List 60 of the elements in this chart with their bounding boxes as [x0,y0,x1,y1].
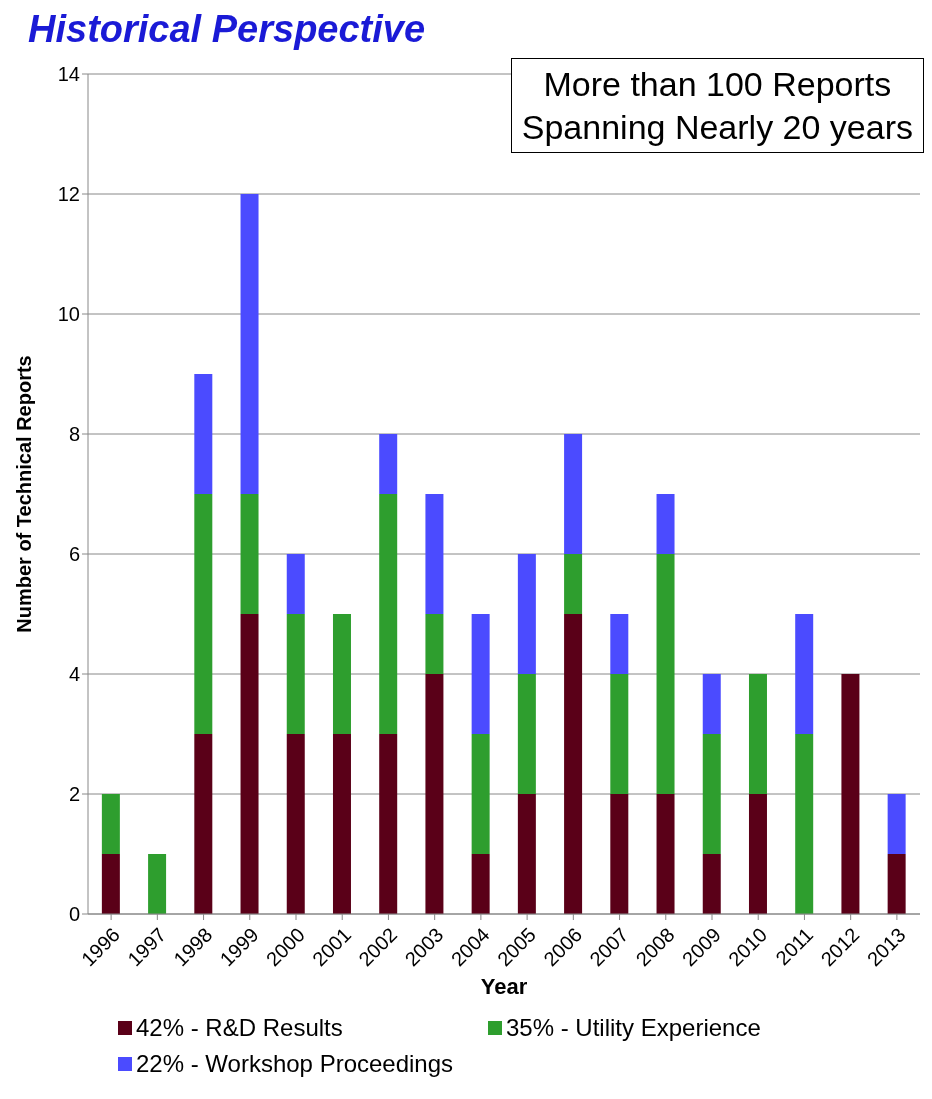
bar [240,194,259,494]
bar [240,614,259,914]
bar [702,734,721,854]
bar [610,614,629,674]
annotation: More than 100 Reports Spanning Nearly 20 years [510,58,924,153]
y-tick-label: 12 [57,183,80,206]
legend-label: 22% - Workshop Proceedings [136,1050,454,1078]
y-tick-label: 10 [57,303,80,326]
bar [564,554,583,614]
bar [702,674,721,734]
legend-label: 42% - R&D Results [136,1014,343,1042]
bar [564,614,583,914]
bar [610,674,629,794]
y-tick-label: 14 [57,63,80,86]
x-axis-title: Year [480,974,528,999]
bar [286,614,305,734]
bar [656,554,675,794]
bar [795,614,814,734]
bar [471,734,490,854]
bar [517,794,536,914]
y-tick-label: 4 [68,663,80,686]
bar [240,494,259,614]
bar [194,374,213,494]
bar [379,734,398,914]
bar [332,734,351,914]
chart-title: Historical Perspective [28,8,426,51]
bar [887,794,906,854]
bar [517,674,536,794]
bar [748,794,767,914]
bar [702,854,721,914]
bar [841,674,860,914]
bar [656,794,675,914]
bar [286,734,305,914]
bar [610,794,629,914]
bar [887,854,906,914]
bar [517,554,536,674]
bar [425,674,444,914]
bar [194,734,213,914]
bar [748,674,767,794]
bar [379,494,398,734]
bar [564,434,583,554]
bar [101,794,120,854]
bar [656,494,675,554]
y-tick-label: 8 [68,423,80,446]
y-tick-label: 6 [68,543,80,566]
bar [286,554,305,614]
y-tick-label: 0 [68,903,80,926]
y-tick-label: 2 [68,783,80,806]
bar [379,434,398,494]
bar [471,854,490,914]
bar [148,854,167,914]
bar [471,614,490,734]
bar [425,494,444,614]
legend-label: 35% - Utility Experience [506,1014,761,1042]
bar [425,614,444,674]
bar [101,854,120,914]
bar [332,614,351,734]
y-axis-title: Number of Technical Reports [13,355,36,633]
bar [795,734,814,914]
bar [194,494,213,734]
